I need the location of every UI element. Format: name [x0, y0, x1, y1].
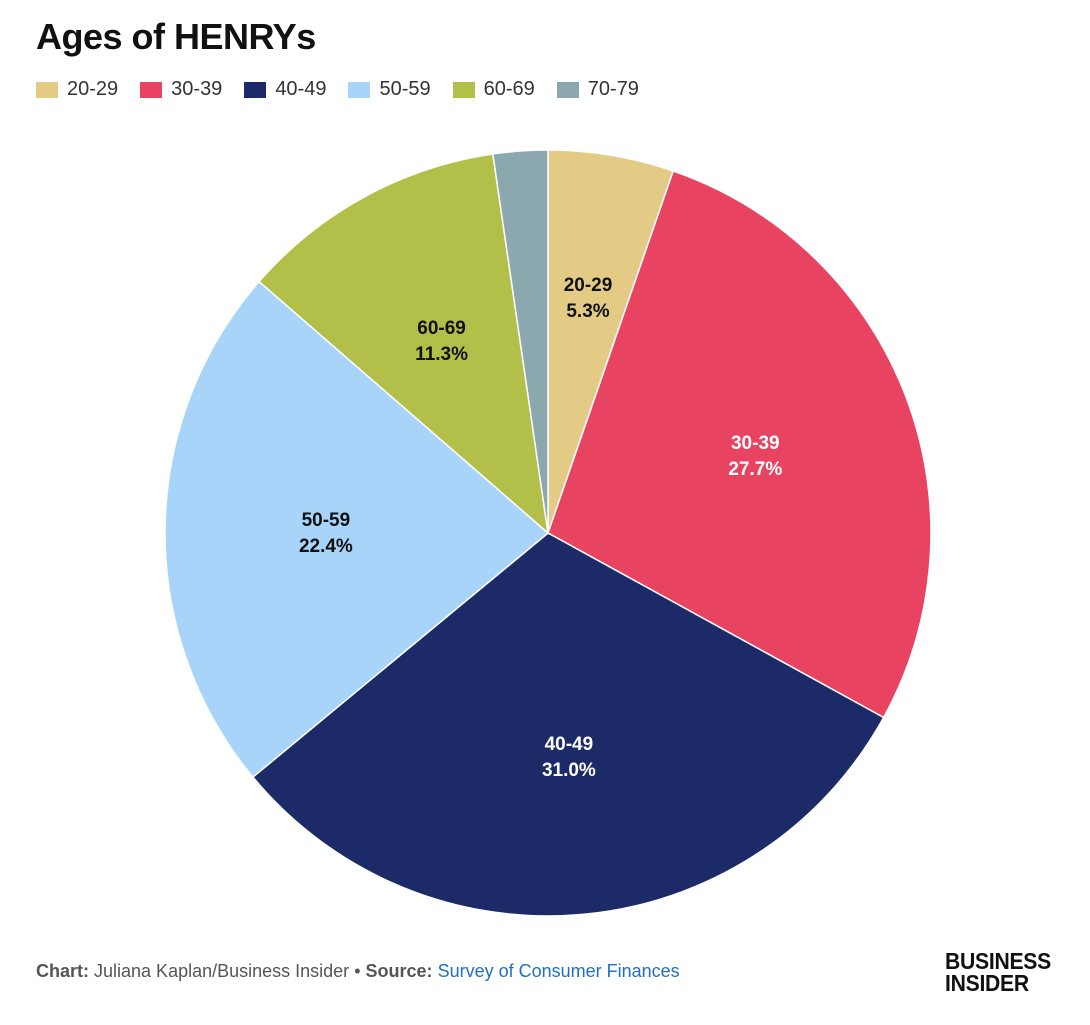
legend-label: 20-29: [67, 78, 119, 100]
slice-label-category: 60-69: [417, 318, 466, 339]
legend-swatch: [36, 81, 58, 98]
pie-slices: [164, 149, 932, 917]
logo-line-insider: INSIDER: [944, 970, 1029, 996]
legend-swatch: [140, 81, 163, 98]
footer-bullet: •: [354, 961, 361, 981]
legend-item-60-69: 60-69: [452, 78, 535, 101]
legend-swatch: [244, 81, 267, 98]
chart-credit-author: Juliana Kaplan/Business Insider: [94, 961, 350, 981]
logo-line-business: BUSINESS: [944, 948, 1051, 974]
legend-item-70-79: 70-79: [556, 78, 639, 101]
pie-slice-70-79: [491, 149, 549, 534]
slice-label-value: 22.4%: [299, 536, 353, 557]
slice-label-category: 40-49: [545, 734, 594, 755]
business-insider-logo: BUSINESS INSIDER: [944, 948, 1060, 996]
slice-label-value: 27.7%: [728, 459, 782, 480]
legend-swatch: [556, 81, 579, 98]
slice-label-category: 20-29: [564, 275, 613, 296]
legend-label: 30-39: [171, 78, 223, 100]
legend-label: 70-79: [587, 78, 639, 100]
slice-label-value: 5.3%: [566, 301, 609, 322]
legend-swatch: [348, 81, 371, 98]
pie-slice-50-59: [164, 280, 550, 779]
chart-title: Ages of HENRYs: [36, 16, 316, 57]
source-label: Source:: [365, 961, 433, 981]
source-link[interactable]: Survey of Consumer Finances: [437, 961, 680, 981]
slice-label-category: 50-59: [302, 510, 351, 531]
legend-label: 60-69: [483, 78, 535, 100]
legend-item-20-29: 20-29: [36, 78, 118, 101]
pie-slice-40-49: [251, 532, 885, 917]
legend-item-40-49: 40-49: [244, 78, 326, 101]
legend-item-50-59: 50-59: [348, 78, 431, 101]
pie-labels: 20-29 5.3% 30-39 27.7% 40-49 31.0% 50-59 22.4% 6…: [299, 275, 782, 781]
slice-label-category: 30-39: [731, 433, 780, 454]
legend-label: 40-49: [275, 78, 327, 100]
pie-slice-60-69: [258, 153, 550, 535]
slice-label-value: 11.3%: [415, 344, 468, 365]
chart-credit: Chart: Juliana Kaplan/Business Insider •…: [36, 961, 680, 982]
slice-label-value: 31.0%: [542, 760, 596, 781]
legend: 20-29 30-39 40-49 50-59 60-69 70-79: [36, 78, 661, 101]
legend-swatch: [452, 81, 475, 98]
pie-slice-30-39: [547, 170, 932, 719]
legend-item-30-39: 30-39: [140, 78, 222, 101]
chart-credit-label: Chart:: [36, 961, 89, 981]
legend-label: 50-59: [379, 78, 431, 100]
